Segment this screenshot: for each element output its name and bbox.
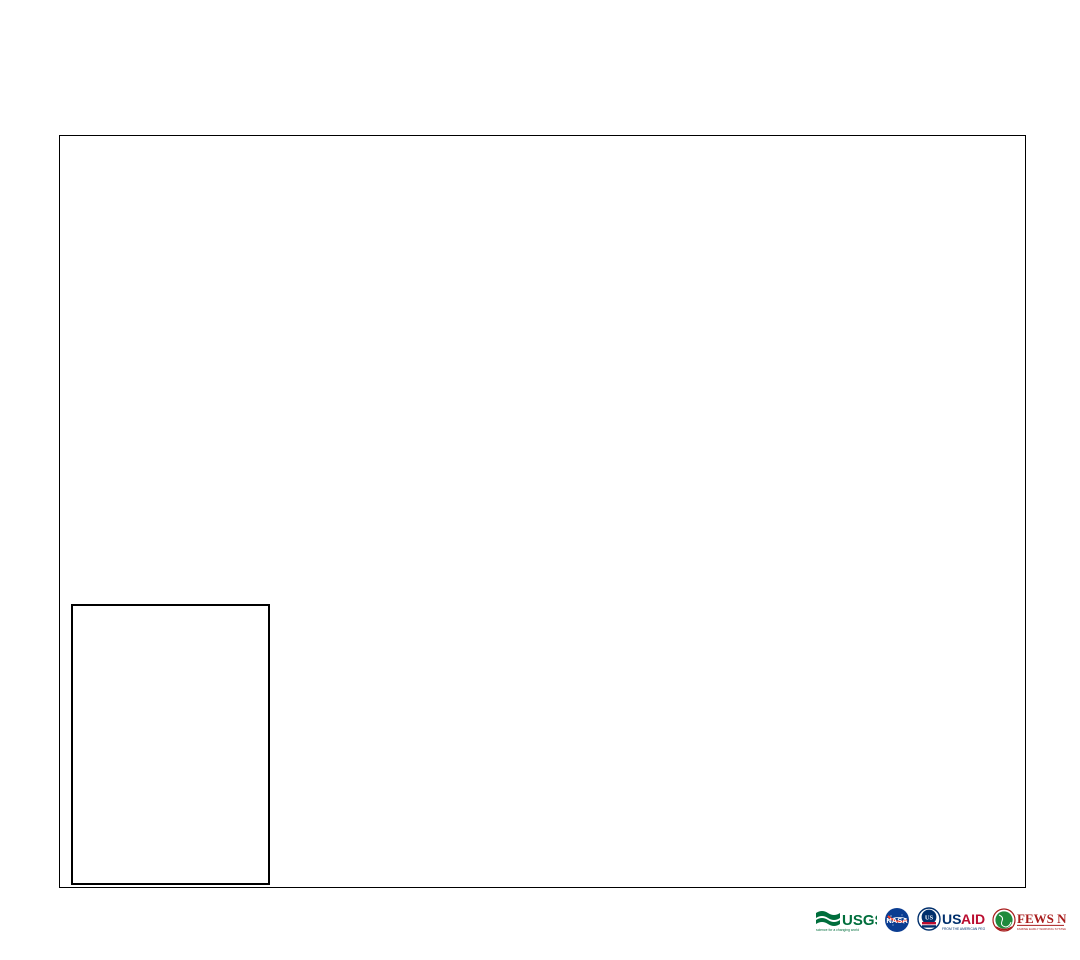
svg-text:science for a changing world: science for a changing world [816, 928, 859, 932]
svg-text:US: US [942, 911, 961, 927]
svg-text:FEWS NET: FEWS NET [1017, 911, 1066, 926]
svg-text:USGS: USGS [842, 912, 877, 929]
usgs-logo[interactable]: USGS science for a changing world [815, 907, 877, 933]
svg-text:NASA: NASA [886, 916, 908, 925]
svg-text:US: US [925, 915, 934, 922]
usaid-logo[interactable]: US US AID FROM THE AMERICAN PEOPLE [917, 907, 985, 933]
svg-text:FROM THE AMERICAN PEOPLE: FROM THE AMERICAN PEOPLE [942, 927, 985, 931]
agency-logos: USGS science for a changing world NASA U… [815, 903, 1066, 937]
svg-text:FAMINE EARLY WARNING SYSTEMS N: FAMINE EARLY WARNING SYSTEMS NETWORK [1017, 927, 1066, 931]
svg-text:AID: AID [961, 911, 985, 927]
map-legend [71, 604, 270, 885]
fewsnet-logo[interactable]: FEWS NET FAMINE EARLY WARNING SYSTEMS NE… [992, 907, 1066, 933]
nasa-logo[interactable]: NASA [884, 907, 910, 933]
